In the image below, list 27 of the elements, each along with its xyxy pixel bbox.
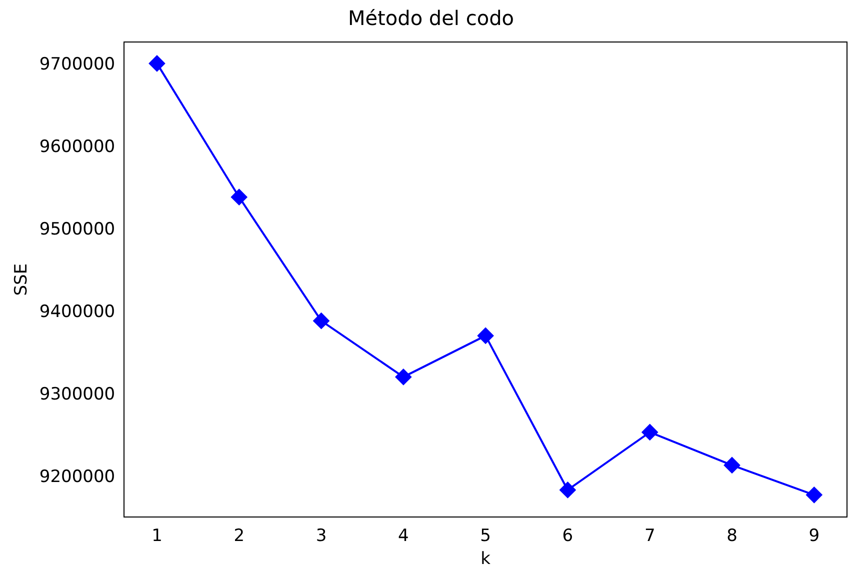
chart-title: Método del codo xyxy=(348,6,514,30)
x-tick-label: 9 xyxy=(808,526,820,546)
x-axis-title: k xyxy=(480,549,491,570)
point xyxy=(395,368,412,385)
point xyxy=(560,482,576,498)
x-tick-label: 7 xyxy=(644,526,656,546)
x-tick-label: 2 xyxy=(234,526,245,546)
x-tick-label: 5 xyxy=(480,526,491,546)
y-axis-title: SSE xyxy=(12,263,32,296)
point xyxy=(478,328,494,344)
y-tick-label: 9500000 xyxy=(39,220,116,240)
y-tick-label: 9200000 xyxy=(39,467,116,488)
x-tick-label: 8 xyxy=(726,526,738,546)
point xyxy=(148,55,165,72)
y-tick-label: 9400000 xyxy=(39,302,116,322)
x-tick-label: 4 xyxy=(398,526,409,546)
x-tick-label: 6 xyxy=(562,526,574,546)
y-tick-label: 9600000 xyxy=(39,137,116,158)
point xyxy=(313,312,330,329)
point xyxy=(806,486,822,503)
point xyxy=(642,424,658,440)
x-tick-label: 3 xyxy=(316,526,327,546)
point xyxy=(724,457,740,474)
x-tick-label: 1 xyxy=(152,526,162,546)
y-tick-label: 9300000 xyxy=(39,384,116,405)
point xyxy=(231,189,248,206)
y-tick-label: 9700000 xyxy=(39,54,116,75)
